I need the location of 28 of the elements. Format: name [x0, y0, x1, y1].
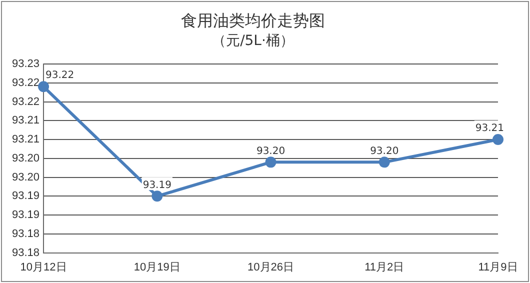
x-tick-label: 11月2日: [364, 261, 404, 274]
y-tick-label: 93.19: [12, 209, 40, 222]
y-tick-label: 93.22: [12, 76, 40, 89]
point: [265, 156, 276, 168]
data-label: 93.20: [256, 146, 286, 157]
y-tick-label: 93.20: [12, 171, 40, 184]
point: [38, 81, 50, 92]
chart-title: 食用油类均价走势图: [181, 10, 325, 30]
y-tick-label: 93.21: [12, 114, 40, 127]
data-label: 93.21: [475, 123, 504, 134]
y-tick-label: 93.23: [12, 58, 40, 70]
y-tick-label: 93.21: [12, 134, 40, 146]
x-tick-label: 10月19日: [134, 261, 180, 274]
x-tick-label: 10月26日: [248, 261, 294, 274]
point: [378, 156, 390, 168]
point: [492, 134, 504, 146]
point: [152, 190, 163, 202]
y-tick-label: 93.22: [12, 96, 40, 108]
data-label: 93.20: [370, 146, 399, 157]
y-tick-label: 93.20: [12, 152, 40, 164]
y-tick-label: 93.19: [12, 190, 40, 202]
x-tick-label: 11月9日: [478, 261, 518, 274]
data-label: 93.22: [46, 70, 74, 82]
data-label: 93.19: [142, 180, 172, 191]
x-tick-label: 10月12日: [20, 261, 67, 274]
chart-subtitle: （元/5L·桶）: [212, 33, 294, 50]
y-tick-label: 93.18: [12, 246, 40, 259]
y-tick-label: 93.18: [12, 228, 40, 240]
